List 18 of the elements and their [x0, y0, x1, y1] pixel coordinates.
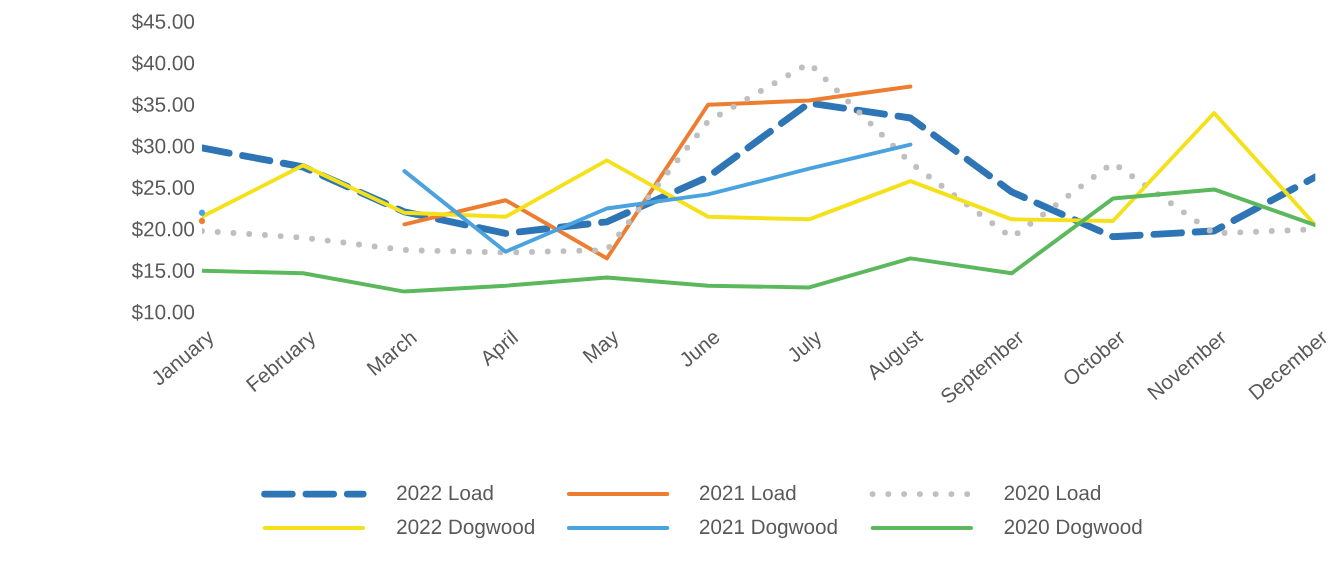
legend-label: 2022 Load — [397, 484, 493, 501]
y-tick-label: $25.00 — [131, 179, 195, 196]
y-tick-label: $30.00 — [131, 137, 195, 155]
y-tick-label: $40.00 — [131, 54, 195, 72]
x-tick-label: June — [681, 333, 720, 367]
y-tick-label: $45.00 — [131, 13, 195, 30]
line-series — [201, 187, 1316, 294]
legend-label: 2022 Dogwood — [397, 518, 534, 539]
y-tick-label: $15.00 — [131, 262, 195, 280]
legend-label: 2021 Dogwood — [699, 518, 837, 539]
y-tick-label: $35.00 — [131, 96, 195, 113]
x-tick-label: May — [582, 330, 618, 364]
y-tick-label: $10.00 — [131, 303, 195, 321]
legend-label: 2021 Load — [699, 484, 796, 501]
legend-label: 2020 Dogwood — [1004, 518, 1142, 539]
legend-label: 2020 Load — [1004, 484, 1101, 501]
x-tick-label: July — [788, 331, 821, 362]
y-tick-label: $20.00 — [131, 220, 195, 238]
